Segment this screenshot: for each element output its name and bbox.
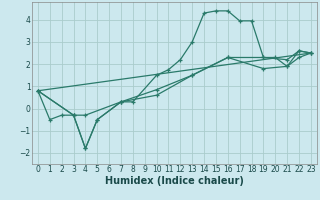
X-axis label: Humidex (Indice chaleur): Humidex (Indice chaleur) [105,176,244,186]
